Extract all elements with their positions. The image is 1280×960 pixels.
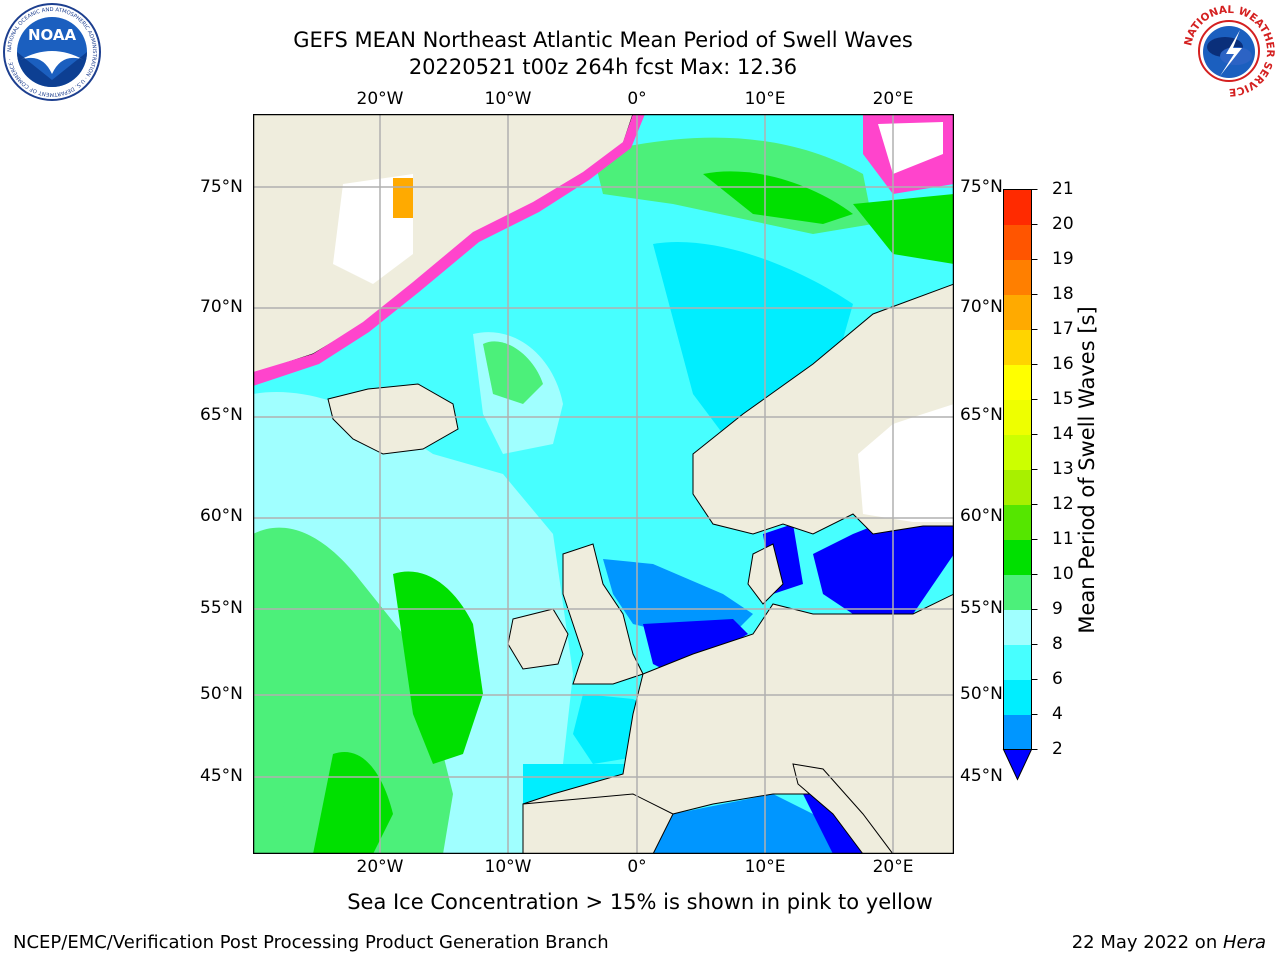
colorbar-band [1003, 259, 1032, 295]
swell-field-10-11-northeast [853, 194, 954, 264]
colorbar [1002, 189, 1038, 781]
lon-label-top-20e: 20°E [872, 89, 914, 109]
colorbar-tick-label: 20 [1052, 213, 1074, 234]
noaa-logo: NOAA NATIONAL OCEANIC AND ATMOSPHERIC AD… [2, 2, 102, 102]
lon-label-bottom-0: 0° [627, 857, 647, 877]
colorbar-tick-label: 14 [1052, 423, 1074, 444]
footer-date: 22 May 2022 on [1071, 932, 1223, 953]
nws-logo: NATIONAL WEATHER SERVICE [1180, 2, 1278, 100]
footer-right: 22 May 2022 on Hera [1072, 932, 1266, 953]
swell-field-2-4-mediterranean [653, 794, 853, 854]
colorbar-tick-label: 2 [1052, 738, 1063, 759]
colorbar-band [1003, 609, 1032, 645]
lat-label-right-55n: 55°N [960, 598, 1003, 618]
graticule [253, 114, 954, 854]
colorbar-extend-triangle [1002, 749, 1033, 781]
noaa-logo-text: NOAA [28, 26, 77, 44]
nws-logo-graphic: NATIONAL WEATHER SERVICE [1182, 4, 1276, 98]
colorbar-tick-label: 13 [1052, 458, 1074, 479]
swell-period-map [253, 114, 954, 854]
colorbar-tick-label: 6 [1052, 668, 1063, 689]
lat-label-right-70n: 70°N [960, 297, 1003, 317]
swell-field-lt2-channel-north [643, 619, 748, 674]
sea-ice-patch-greenland [393, 178, 413, 218]
colorbar-band [1003, 434, 1032, 470]
colorbar-band [1003, 224, 1032, 260]
lat-label-left-45n: 45°N [200, 766, 243, 786]
chart-subtitle: 20220521 t00z 264h fcst Max: 12.36 [408, 55, 798, 79]
chart-title: GEFS MEAN Northeast Atlantic Mean Period… [293, 28, 913, 52]
great-britain [562, 543, 644, 685]
lon-label-bottom-10e: 10°E [744, 857, 786, 877]
colorbar-tick-label: 21 [1052, 178, 1074, 199]
swell-field-10-11-central [393, 571, 483, 764]
swell-field-2-4-north-sea [603, 559, 753, 634]
svalbard-ice [878, 122, 943, 174]
lat-label-left-65n: 65°N [200, 405, 243, 425]
iberia [522, 793, 674, 854]
colorbar-band [1003, 399, 1032, 435]
noaa-logo-graphic: NOAA NATIONAL OCEANIC AND ATMOSPHERIC AD… [3, 3, 101, 101]
colorbar-tick-label: 8 [1052, 633, 1063, 654]
lon-label-bottom-10w: 10°W [484, 857, 532, 877]
colorbar-band [1003, 189, 1032, 225]
map-frame [253, 114, 954, 854]
lon-label-top-10e: 10°E [744, 89, 786, 109]
lat-label-right-65n: 65°N [960, 405, 1003, 425]
colorbar-tick-label: 11 [1052, 528, 1074, 549]
colorbar-tick-label: 9 [1052, 598, 1063, 619]
iceland [327, 383, 459, 455]
colorbar-tick-label: 10 [1052, 563, 1074, 584]
colorbar-tick-label: 19 [1052, 248, 1074, 269]
colorbar-tick-label: 4 [1052, 703, 1063, 724]
colorbar-tick-label: 12 [1052, 493, 1074, 514]
lat-label-left-55n: 55°N [200, 598, 243, 618]
lon-label-bottom-20w: 20°W [356, 857, 404, 877]
colorbar-band [1003, 539, 1032, 575]
colorbar-tick-label: 17 [1052, 318, 1074, 339]
lon-label-top-10w: 10°W [484, 89, 532, 109]
lat-label-right-75n: 75°N [960, 177, 1003, 197]
colorbar-label: Mean Period of Swell Waves [s] [1075, 306, 1099, 634]
colorbar-band [1003, 294, 1032, 330]
colorbar-band [1003, 574, 1032, 610]
sea-ice-note: Sea Ice Concentration > 15% is shown in … [347, 890, 933, 914]
colorbar-tick-label: 18 [1052, 283, 1074, 304]
lat-label-right-45n: 45°N [960, 766, 1003, 786]
lat-label-left-70n: 70°N [200, 297, 243, 317]
swell-field-lt2-baltic [813, 526, 954, 614]
lon-label-bottom-20e: 20°E [872, 857, 914, 877]
colorbar-band [1003, 364, 1032, 400]
gulf-of-bothnia-ice [858, 404, 954, 522]
lat-label-right-60n: 60°N [960, 506, 1003, 526]
swell-field-9-10-islet [483, 341, 543, 404]
colorbar-frame [1003, 189, 1032, 750]
lat-label-left-60n: 60°N [200, 506, 243, 526]
lat-label-right-50n: 50°N [960, 684, 1003, 704]
colorbar-band [1003, 714, 1032, 750]
footer-left: NCEP/EMC/Verification Post Processing Pr… [13, 932, 609, 953]
lon-label-top-20w: 20°W [356, 89, 404, 109]
lat-label-left-50n: 50°N [200, 684, 243, 704]
colorbar-band [1003, 644, 1032, 680]
colorbar-band [1003, 329, 1032, 365]
footer-host: Hera [1222, 932, 1266, 953]
swell-field-10-11-barents [703, 171, 853, 224]
colorbar-band [1003, 469, 1032, 505]
colorbar-band [1003, 679, 1032, 715]
lat-label-left-75n: 75°N [200, 177, 243, 197]
colorbar-band [1003, 504, 1032, 540]
colorbar-tick-label: 15 [1052, 388, 1074, 409]
lon-label-top-0: 0° [627, 89, 647, 109]
colorbar-tick-label: 16 [1052, 353, 1074, 374]
